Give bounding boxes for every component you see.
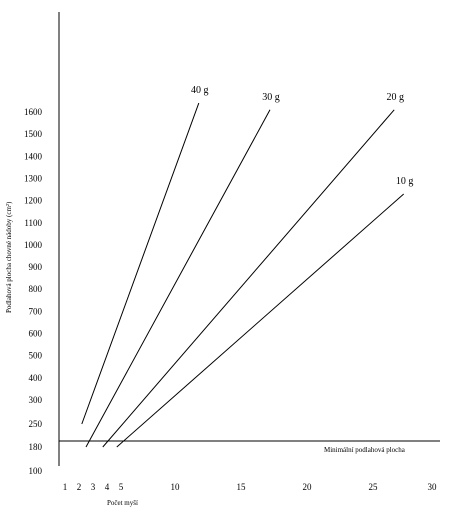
y-tick-label: 600 bbox=[29, 329, 43, 339]
x-tick-label: 15 bbox=[237, 482, 247, 492]
series-lines bbox=[81, 102, 405, 448]
y-tick-label: 500 bbox=[29, 351, 43, 361]
x-tick-label: 3 bbox=[91, 482, 96, 492]
x-tick-labels: 1 2 3 4 5 10 15 20 25 30 bbox=[63, 482, 437, 492]
y-tick-labels: 100 180 250 300 400 500 600 700 800 900 1000 1100 12… bbox=[24, 107, 43, 476]
x-tick-label: 5 bbox=[119, 482, 124, 492]
y-tick-label: 800 bbox=[29, 284, 43, 294]
y-tick-label: 1500 bbox=[24, 129, 43, 139]
x-tick-label: 25 bbox=[369, 482, 379, 492]
y-tick-label: 100 bbox=[29, 466, 43, 476]
y-tick-label: 180 bbox=[29, 442, 43, 452]
y-tick-label: 1400 bbox=[24, 151, 43, 161]
series-label: 10 g bbox=[396, 176, 414, 187]
y-axis-title: Podlahová plocha chovné nádoby (cm²) bbox=[5, 201, 13, 313]
x-tick-label: 10 bbox=[171, 482, 181, 492]
y-tick-label: 1200 bbox=[24, 196, 43, 206]
y-tick-label: 700 bbox=[29, 306, 43, 316]
series-line bbox=[116, 193, 405, 448]
x-tick-label: 20 bbox=[303, 482, 313, 492]
y-tick-label: 300 bbox=[29, 395, 43, 405]
series-labels: 40 g 30 g 20 g 10 g bbox=[191, 85, 413, 187]
series-line bbox=[81, 102, 200, 425]
y-tick-label: 900 bbox=[29, 262, 43, 272]
y-tick-label: 1300 bbox=[24, 173, 43, 183]
y-tick-label: 1100 bbox=[24, 218, 42, 228]
x-axis-title: Počet myší bbox=[107, 499, 138, 507]
y-tick-label: 400 bbox=[29, 373, 43, 383]
x-tick-label: 2 bbox=[77, 482, 82, 492]
x-tick-label: 4 bbox=[105, 482, 110, 492]
series-line bbox=[85, 109, 271, 448]
y-tick-label: 1000 bbox=[24, 240, 43, 250]
series-label: 30 g bbox=[262, 92, 280, 103]
series-label: 40 g bbox=[191, 85, 209, 96]
series-line bbox=[102, 109, 395, 448]
series-label: 20 g bbox=[386, 92, 404, 103]
x-tick-label: 30 bbox=[428, 482, 438, 492]
reference-line-label: Minimální podlahová plocha bbox=[324, 446, 406, 454]
x-tick-label: 1 bbox=[63, 482, 68, 492]
y-tick-label: 1600 bbox=[24, 107, 43, 117]
y-tick-label: 250 bbox=[29, 419, 43, 429]
